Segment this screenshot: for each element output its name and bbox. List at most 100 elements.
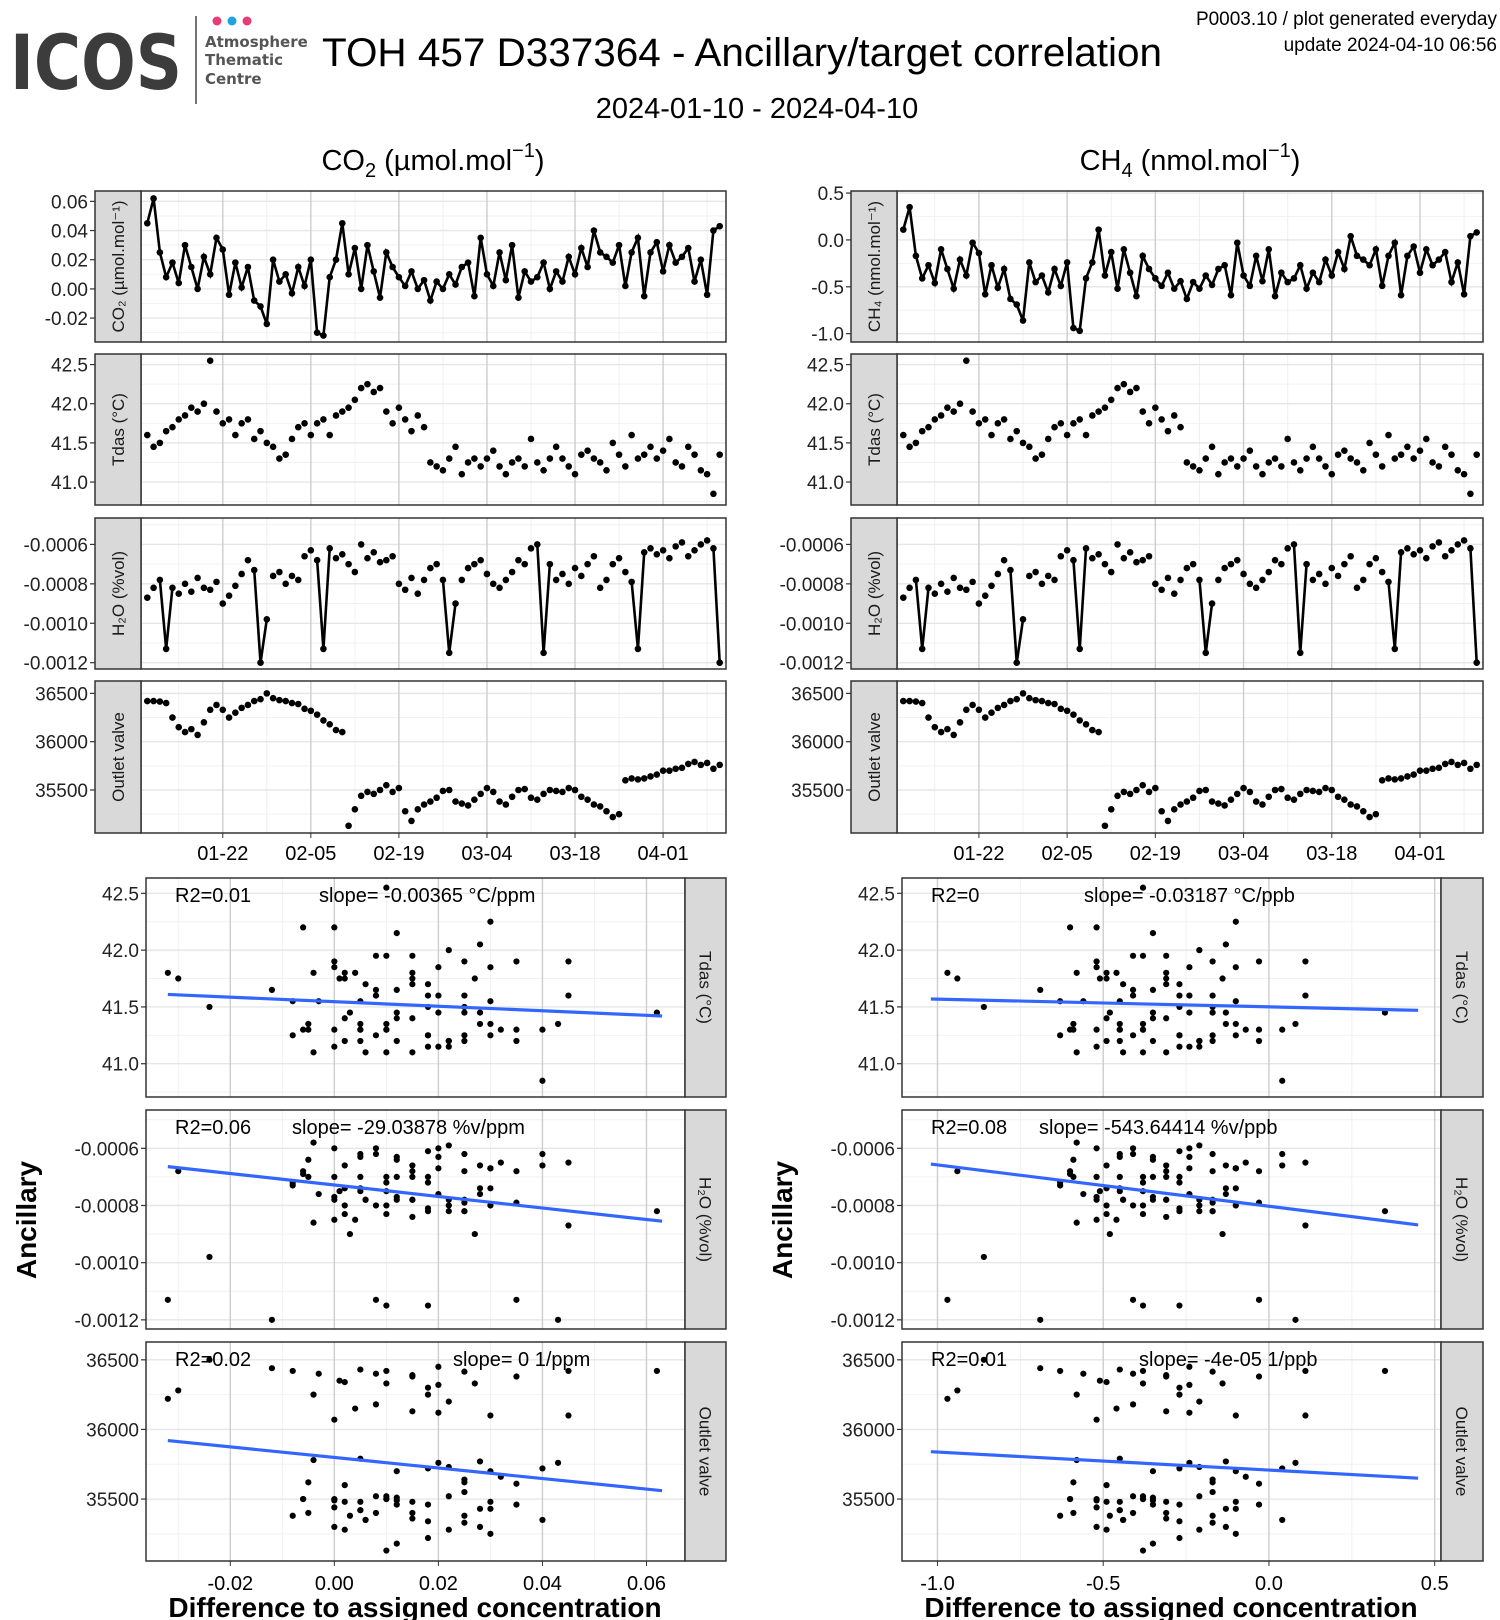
point-tdas <box>1240 455 1247 462</box>
ts-panel-ch4-h2o: -0.0006 -0.0008 -0.0010 -0.0012 <box>780 517 1484 675</box>
point-h2o <box>383 556 390 564</box>
point-tdas <box>988 431 995 439</box>
scatter-point <box>1163 1213 1170 1221</box>
point-ch4 <box>925 261 932 269</box>
point-h2o <box>370 549 378 556</box>
point-co2 <box>603 253 610 261</box>
scatter-point <box>1255 1026 1263 1033</box>
point-outlet <box>1284 794 1291 802</box>
point-tdas <box>464 459 472 466</box>
scatter-point <box>1209 1150 1216 1158</box>
scatter-point <box>206 1003 213 1011</box>
scatter-point <box>1302 1159 1309 1166</box>
point-h2o <box>527 545 535 552</box>
scatter-point <box>383 952 390 959</box>
point-co2 <box>250 297 258 304</box>
strip-label: CO₂ (µmol.mol⁻¹) <box>109 200 128 332</box>
scatter-point <box>331 1043 338 1050</box>
scatter-point <box>383 1020 390 1028</box>
scatter-point <box>1163 1049 1170 1056</box>
scatter-point <box>1255 1480 1263 1487</box>
scatter-point <box>565 1367 572 1375</box>
x-tick-label: 0.00 <box>315 1573 354 1595</box>
point-outlet <box>452 798 459 805</box>
point-h2o <box>944 588 951 596</box>
scatter-point <box>1073 969 1080 976</box>
point-tdas <box>1221 459 1228 466</box>
scatter-point <box>1080 1370 1087 1377</box>
scatter-point <box>471 1230 478 1238</box>
y-tick-label: -0.0010 <box>780 614 844 635</box>
scatter-point <box>1116 1366 1123 1373</box>
scatter-point <box>476 1505 484 1512</box>
y-tick-label: 42.5 <box>807 356 844 377</box>
point-tdas <box>1341 447 1348 455</box>
point-tdas <box>540 467 547 474</box>
point-ch4 <box>1322 256 1329 263</box>
scatter-point <box>1219 975 1226 982</box>
point-outlet <box>622 777 629 784</box>
point-h2o <box>1095 550 1102 558</box>
point-outlet <box>471 796 478 803</box>
scatter-point <box>1037 1365 1044 1372</box>
scatter-point <box>1093 964 1100 971</box>
scatter-point <box>1116 1507 1123 1514</box>
point-h2o <box>596 584 604 592</box>
point-h2o <box>439 576 447 584</box>
icos-logo: ICOS Atmosphere Thematic Centre <box>10 16 308 107</box>
point-outlet <box>213 701 220 709</box>
point-co2 <box>647 249 654 256</box>
point-outlet <box>181 728 189 736</box>
y-tick-label: -0.0012 <box>75 1311 139 1332</box>
scatter-point <box>461 1168 468 1175</box>
y-tick-label: 42.5 <box>858 884 895 905</box>
y-tick-label: 41.0 <box>858 1055 895 1076</box>
scatter-point <box>357 1173 364 1181</box>
scatter-point <box>435 1043 442 1050</box>
scatter-point <box>305 1026 312 1033</box>
strip-label: H₂O (%vol) <box>696 1177 715 1262</box>
scatter-point <box>372 1202 380 1209</box>
scatter-point <box>1057 1032 1064 1039</box>
scatter-point <box>331 958 338 965</box>
scatter-point <box>424 1384 432 1391</box>
point-ch4 <box>1082 275 1090 282</box>
point-ch4 <box>1126 269 1134 277</box>
point-outlet <box>1378 777 1386 784</box>
scatter-point <box>471 1380 478 1387</box>
scatter-point <box>1176 1179 1183 1186</box>
scatter-point <box>1381 1367 1389 1375</box>
point-tdas <box>653 455 661 462</box>
point-tdas <box>401 416 409 423</box>
scatter-point <box>1302 992 1309 999</box>
scatter-point <box>393 1196 400 1203</box>
scatter-point <box>268 1365 276 1372</box>
point-ch4 <box>900 226 907 233</box>
scatter-point <box>954 975 961 982</box>
point-h2o <box>1385 578 1392 586</box>
point-h2o <box>1353 584 1361 592</box>
scatter-point <box>513 1168 520 1175</box>
scatter-point <box>1232 918 1239 925</box>
point-tdas <box>1158 416 1165 423</box>
scatter-point <box>944 969 951 976</box>
point-co2 <box>408 268 415 275</box>
point-h2o <box>1334 572 1342 580</box>
point-ch4 <box>1013 301 1021 308</box>
regression-line <box>167 1165 663 1223</box>
y-tick-label: 0.5 <box>818 184 844 205</box>
point-ch4 <box>1334 248 1342 256</box>
y-tick-label: 36000 <box>791 733 844 754</box>
scatter-point <box>1149 1173 1157 1181</box>
panel-background <box>897 354 1483 505</box>
scatter-point <box>1103 1498 1110 1505</box>
strip-label: Tdas (°C) <box>1452 951 1471 1024</box>
point-outlet <box>1278 785 1285 793</box>
point-tdas <box>1139 408 1147 415</box>
scatter-point <box>1120 981 1127 988</box>
point-ch4 <box>1240 272 1247 279</box>
point-h2o <box>994 570 1002 578</box>
point-tdas <box>332 412 340 419</box>
point-tdas <box>634 455 642 462</box>
scatter-point <box>1139 1302 1147 1309</box>
